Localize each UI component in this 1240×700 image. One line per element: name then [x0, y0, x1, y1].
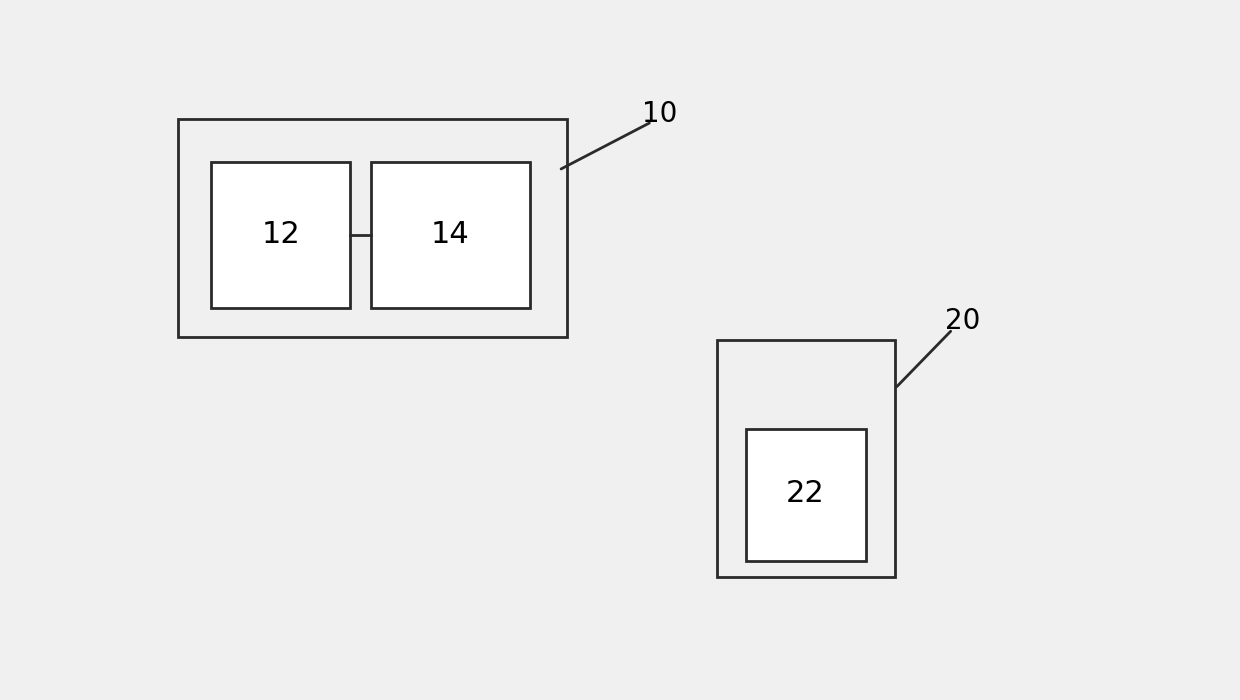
Text: 10: 10	[642, 99, 677, 127]
Bar	[211, 162, 350, 308]
Text: 14: 14	[430, 220, 470, 249]
Text: 20: 20	[945, 307, 980, 335]
Bar	[371, 162, 529, 308]
Text: 12: 12	[262, 220, 300, 249]
Bar	[717, 340, 895, 578]
Bar	[179, 119, 567, 337]
Text: 22: 22	[786, 479, 825, 508]
Bar	[746, 429, 866, 561]
